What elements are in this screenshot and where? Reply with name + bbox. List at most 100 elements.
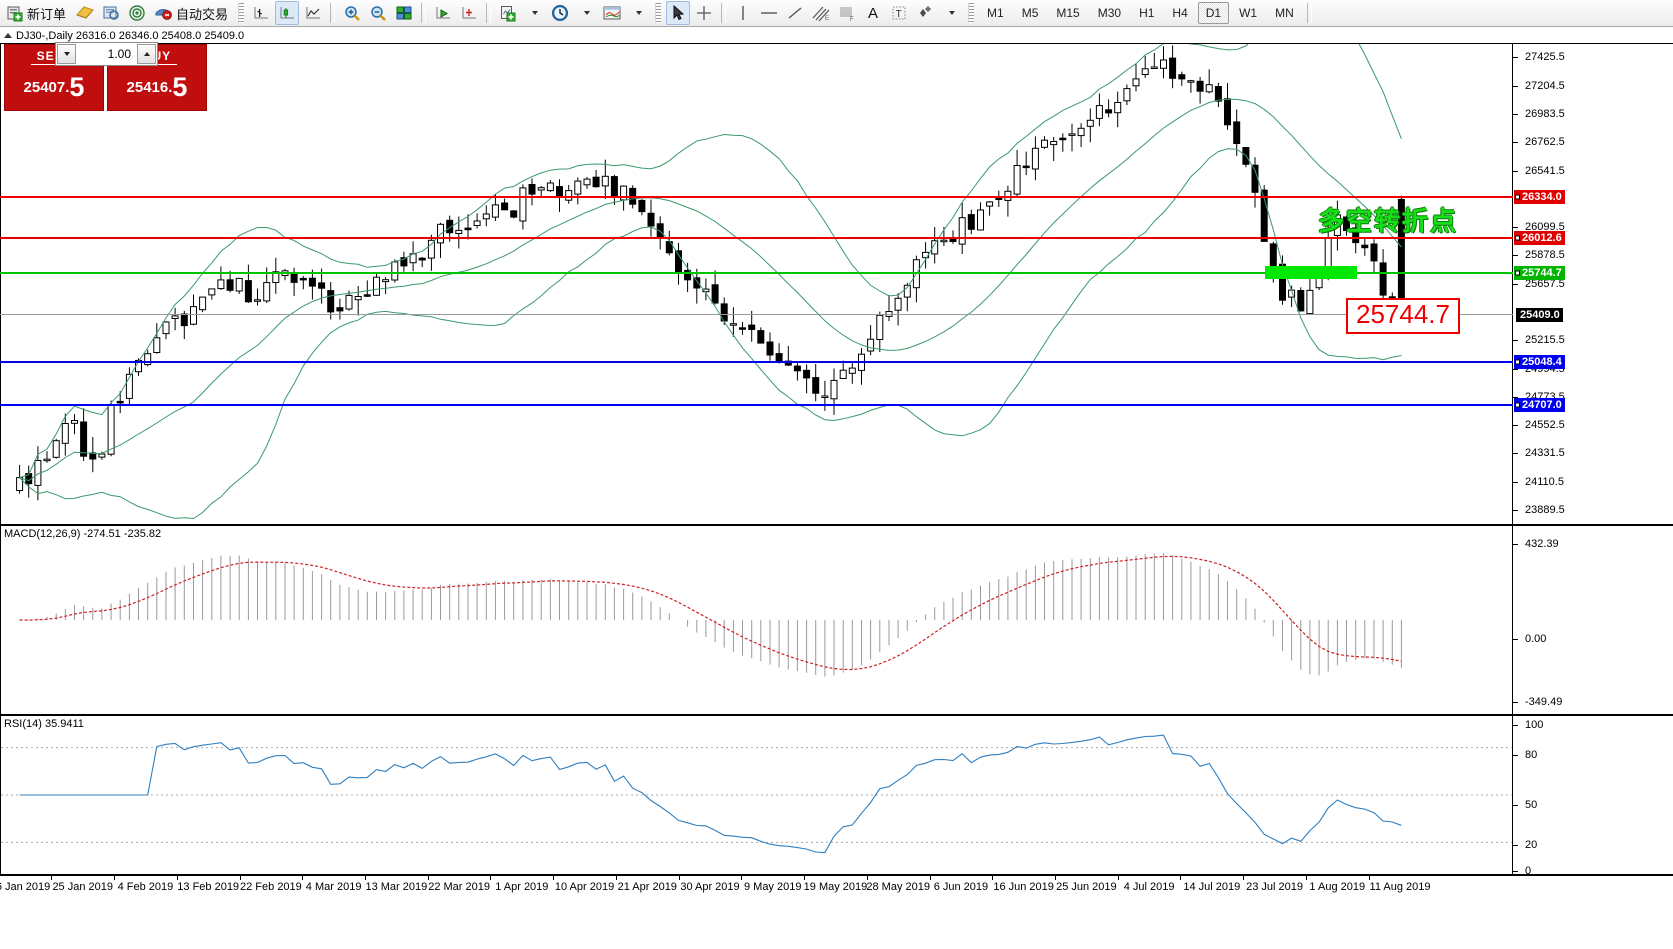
level-line-25409.0[interactable] <box>0 314 1513 316</box>
volume-increase-button[interactable] <box>137 44 156 64</box>
chart-shift-button[interactable] <box>431 1 455 25</box>
level-handle[interactable] <box>1515 270 1520 276</box>
price-tick-mark <box>1513 509 1518 511</box>
period-button[interactable] <box>548 1 572 25</box>
fibonacci-button[interactable]: F <box>835 1 859 25</box>
toolbar-gripper[interactable] <box>238 3 245 23</box>
level-handle[interactable] <box>1515 402 1520 408</box>
level-label-25744.7[interactable]: 25744.7 <box>1514 265 1565 280</box>
period-dropdown[interactable] <box>574 1 598 25</box>
level-line-26012.6[interactable] <box>0 237 1513 240</box>
timeframe-d1[interactable]: D1 <box>1197 2 1230 24</box>
support-zone-band[interactable] <box>1265 265 1357 279</box>
text-label-button[interactable]: T <box>887 1 911 25</box>
shapes-button[interactable] <box>913 1 937 25</box>
crosshair-button[interactable] <box>692 1 716 25</box>
sell-button[interactable]: SELL 25407 . 5 <box>4 44 104 111</box>
volume-value[interactable]: 1.00 <box>107 47 131 61</box>
collapse-arrow-icon[interactable] <box>4 33 12 38</box>
macd-tick-label: 0.00 <box>1525 633 1547 645</box>
time-axis-tick <box>1117 876 1119 880</box>
time-axis-label: 4 Mar 2019 <box>305 881 362 893</box>
macd-scale[interactable]: 432.39 0.00 -349.49 <box>1513 525 1673 715</box>
timeframe-m5[interactable]: M5 <box>1021 6 1039 20</box>
price-tick-mark <box>1513 227 1518 229</box>
timeframe-m1[interactable]: M1 <box>987 6 1004 20</box>
shapes-dropdown[interactable] <box>939 1 963 25</box>
sell-price-fraction: 5 <box>69 72 85 103</box>
vertical-line-button[interactable] <box>731 1 755 25</box>
rsi-tick-label: 20 <box>1525 839 1538 851</box>
text-button[interactable]: A <box>861 1 885 25</box>
buy-price-integer: 25416 <box>126 79 169 96</box>
level-line-25048.4[interactable] <box>0 360 1513 363</box>
indicators-dropdown[interactable] <box>522 1 546 25</box>
level-line-24707.0[interactable] <box>0 404 1513 407</box>
time-axis-tick <box>1055 876 1056 880</box>
level-handle[interactable] <box>1515 235 1520 241</box>
level-handle[interactable] <box>1515 194 1520 200</box>
price-tick-mark <box>1513 453 1518 455</box>
level-line-25744.7[interactable] <box>0 271 1513 274</box>
time-axis-label: 14 Jul 2019 <box>1183 881 1241 893</box>
rsi-pane[interactable] <box>0 715 1513 875</box>
print-preview-icon <box>102 4 120 22</box>
indicators-button[interactable] <box>496 1 520 25</box>
level-label-26012.6[interactable]: 26012.6 <box>1514 231 1565 246</box>
level-label-26334.0[interactable]: 26334.0 <box>1514 190 1565 205</box>
volume-decrease-button[interactable] <box>57 44 76 64</box>
new-order-button[interactable]: 新订单 <box>3 1 71 25</box>
templates-dropdown[interactable] <box>626 1 650 25</box>
equidistant-channel-button[interactable]: E <box>809 1 833 25</box>
timeframe-w1[interactable]: W1 <box>1239 6 1258 20</box>
trendline-button[interactable] <box>783 1 807 25</box>
price-tick-label: 26099.5 <box>1525 221 1565 234</box>
candlestick-chart-button[interactable] <box>275 1 300 25</box>
timeframe-h4[interactable]: H4 <box>1172 6 1188 20</box>
new-order-label: 新订单 <box>27 6 67 22</box>
timeframe-mn[interactable]: MN <box>1275 6 1294 20</box>
timeframe-h1[interactable]: H1 <box>1139 6 1155 20</box>
timeframe-m30[interactable]: M30 <box>1097 6 1122 20</box>
zoom-in-button[interactable] <box>340 1 364 25</box>
macd-tick-mark <box>1513 702 1518 703</box>
price-scale[interactable]: 27425.5 27204.5 26983.5 26762.5 26541.5 26099… <box>1513 43 1673 525</box>
time-axis-label: 13 Mar 2019 <box>365 881 428 893</box>
zoom-out-button[interactable] <box>366 1 390 25</box>
profile-button[interactable] <box>73 1 97 25</box>
level-label-25409.0[interactable]: 25409.0 <box>1516 308 1563 323</box>
macd-pane[interactable] <box>0 525 1513 715</box>
level-handle[interactable] <box>1515 359 1520 365</box>
toolbar-separator <box>330 3 336 23</box>
toolbar-gripper-3[interactable] <box>968 3 975 23</box>
rsi-scale[interactable]: 100 80 50 20 0 <box>1513 715 1673 877</box>
time-axis-label: 19 May 2019 <box>803 881 868 893</box>
line-chart-button[interactable] <box>301 1 325 25</box>
horizontal-line-icon <box>758 4 780 22</box>
level-label-25048.4[interactable]: 25048.4 <box>1514 354 1565 369</box>
autotrade-button[interactable]: 自动交易 <box>151 1 233 25</box>
time-axis-tick <box>929 876 931 880</box>
chart-area[interactable]: MACD(12,26,9) -274.51 -235.82 RSI(14) 35… <box>0 43 1673 949</box>
volume-stepper[interactable]: 1.00 <box>55 42 158 66</box>
toolbar-gripper-2[interactable] <box>655 3 662 23</box>
rsi-tick-mark <box>1513 845 1518 846</box>
timeframe-m15[interactable]: M15 <box>1056 6 1080 20</box>
price-pane[interactable] <box>0 43 1513 525</box>
auto-scroll-button[interactable] <box>457 1 481 25</box>
profile-icon <box>75 4 95 22</box>
templates-button[interactable] <box>600 1 624 25</box>
horizontal-line-button[interactable] <box>757 1 781 25</box>
level-label-24707.0[interactable]: 24707.0 <box>1514 398 1565 413</box>
print-preview-button[interactable] <box>99 1 123 25</box>
bar-chart-button[interactable] <box>249 1 273 25</box>
text-label-icon: T <box>890 4 908 22</box>
rsi-tick-label: 100 <box>1525 719 1544 731</box>
time-axis-tick <box>866 876 868 880</box>
time-axis-label: 9 May 2019 <box>743 881 802 893</box>
navigator-button[interactable] <box>125 1 149 25</box>
level-line-26334.0[interactable] <box>0 196 1513 199</box>
tile-windows-button[interactable] <box>392 1 416 25</box>
cursor-button[interactable] <box>666 1 691 25</box>
